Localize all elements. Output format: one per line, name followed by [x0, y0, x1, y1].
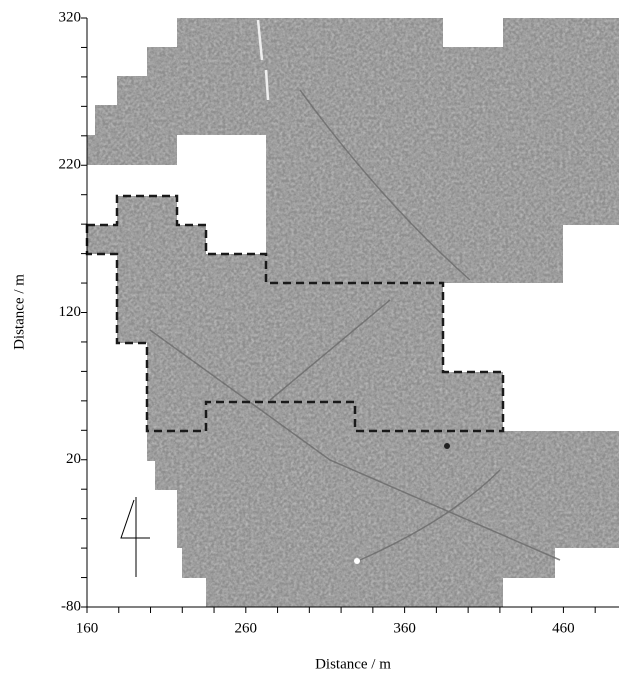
y-tick-label: -80	[61, 598, 81, 614]
x-axis-title: Distance / m	[315, 656, 391, 672]
x-tick-label: 260	[235, 620, 258, 636]
x-tick-label: 160	[76, 620, 99, 636]
survey-spot	[354, 558, 360, 564]
y-tick-label: 20	[66, 451, 81, 467]
y-axis-title: Distance / m	[11, 274, 27, 350]
x-tick-label: 360	[393, 620, 416, 636]
chart: Distance / m Distance / m 160 260 360 460 -8…	[0, 0, 619, 680]
y-tick-label: 220	[59, 157, 82, 173]
x-tick-label: 460	[552, 620, 575, 636]
survey-image	[87, 18, 619, 607]
north-arrow	[121, 497, 150, 577]
survey-coverage	[87, 18, 619, 607]
y-tick-label: 120	[59, 304, 82, 320]
y-tick-label: 320	[59, 9, 82, 25]
survey-spot	[444, 443, 450, 449]
